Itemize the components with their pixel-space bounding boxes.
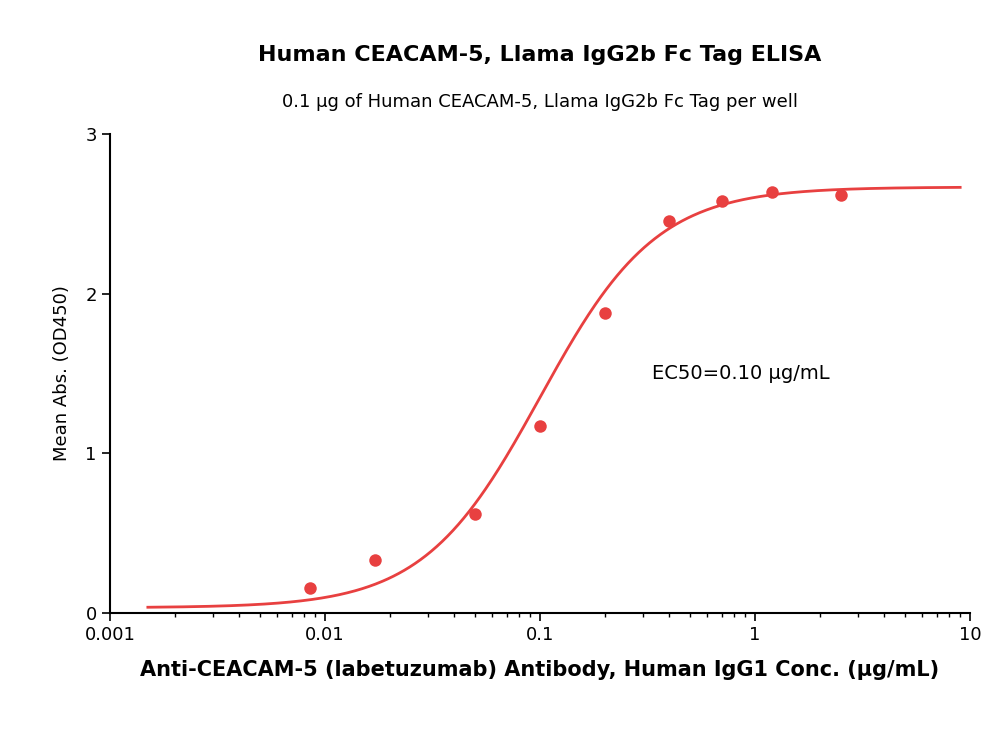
Y-axis label: Mean Abs. (OD450): Mean Abs. (OD450) [53, 285, 71, 462]
Text: EC50=0.10 μg/mL: EC50=0.10 μg/mL [652, 364, 829, 383]
X-axis label: Anti-CEACAM-5 (labetuzumab) Antibody, Human IgG1 Conc. (μg/mL): Anti-CEACAM-5 (labetuzumab) Antibody, Hu… [140, 660, 940, 681]
Text: 0.1 μg of Human CEACAM-5, Llama IgG2b Fc Tag per well: 0.1 μg of Human CEACAM-5, Llama IgG2b Fc… [282, 93, 798, 111]
Text: Human CEACAM-5, Llama IgG2b Fc Tag ELISA: Human CEACAM-5, Llama IgG2b Fc Tag ELISA [258, 45, 822, 65]
